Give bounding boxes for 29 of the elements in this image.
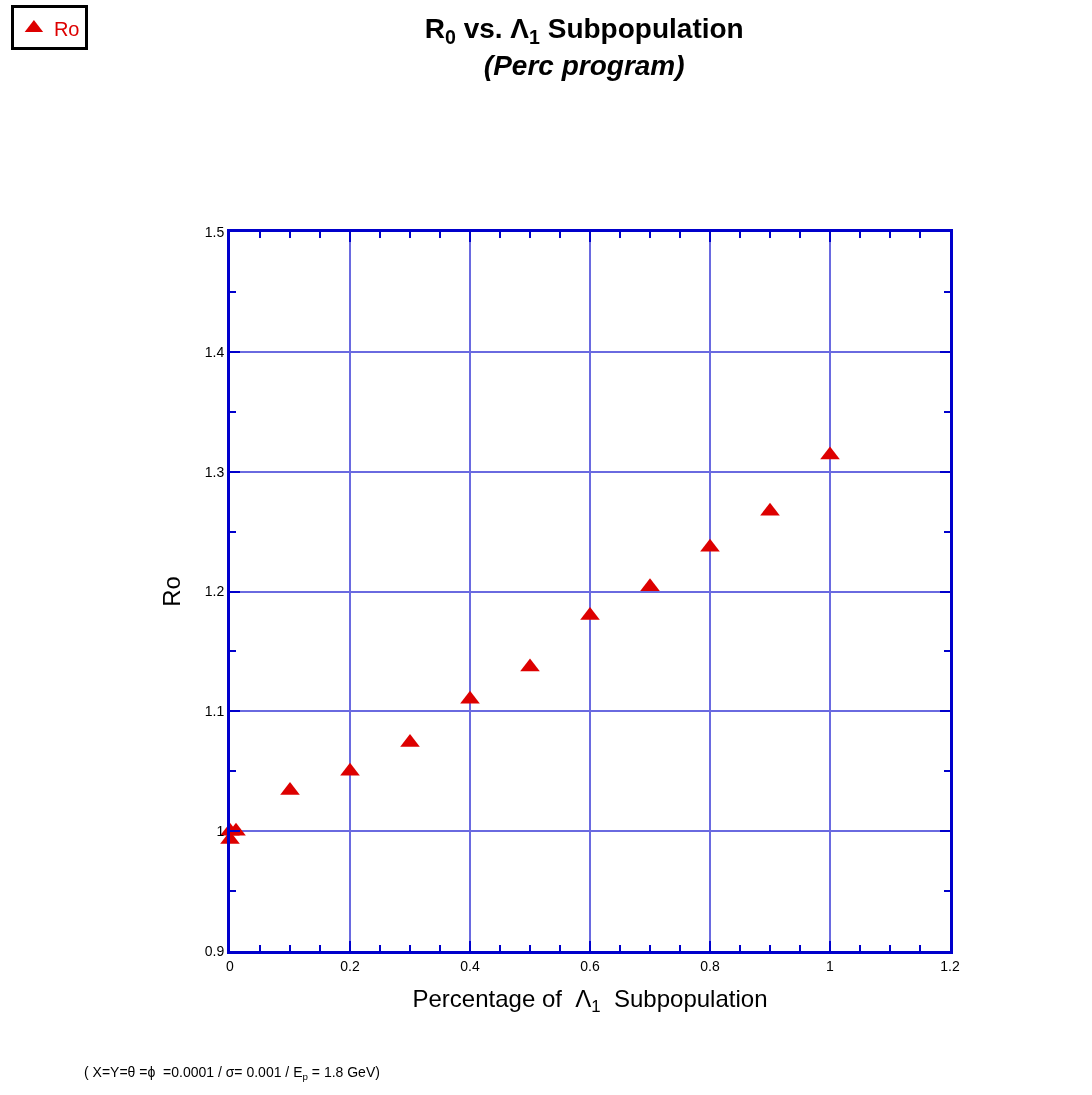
x-tick-label: 0.2 <box>340 957 360 974</box>
chart-title: R$_{0}$ vs. Λ$_{1}$ Subpopulation <box>424 13 744 49</box>
y-tick-label: 1.5 <box>204 223 225 240</box>
y-tick-label: 1.2 <box>204 583 225 600</box>
y-tick-label: 1.1 <box>204 703 225 720</box>
x-axis-title: Percentage of Λ$_{1}$ Subpopulation <box>412 985 768 1017</box>
point <box>520 658 540 672</box>
text: ( X=Y=θ =ϕ =0.0001 / σ= 0.001 / E$_{p}$ = 1.8 GeV) <box>84 1064 380 1082</box>
y-tick-label: 1.4 <box>204 343 225 360</box>
x-tick-label: 0.8 <box>700 957 720 974</box>
x-tick-label: 1.2 <box>940 957 960 974</box>
point <box>340 762 360 776</box>
chart-subtitle: (Perc program) <box>483 49 685 81</box>
x-tick-label: 1 <box>826 957 835 974</box>
point <box>580 606 600 620</box>
y-tick-label: 0.9 <box>204 942 225 959</box>
point <box>280 781 300 795</box>
x-tick-label: 0 <box>226 957 235 974</box>
point <box>700 538 720 552</box>
legend-label: Ro <box>53 17 80 40</box>
x-tick-label: 0.6 <box>580 957 600 974</box>
y-tick-label: 1.3 <box>204 463 225 480</box>
y-tick-label: 1 <box>216 823 225 840</box>
point <box>760 502 780 516</box>
point <box>460 690 480 704</box>
point <box>820 446 840 460</box>
y-axis-title: Ro <box>157 576 185 607</box>
point <box>400 733 420 747</box>
x-tick-label: 0.4 <box>460 957 480 974</box>
